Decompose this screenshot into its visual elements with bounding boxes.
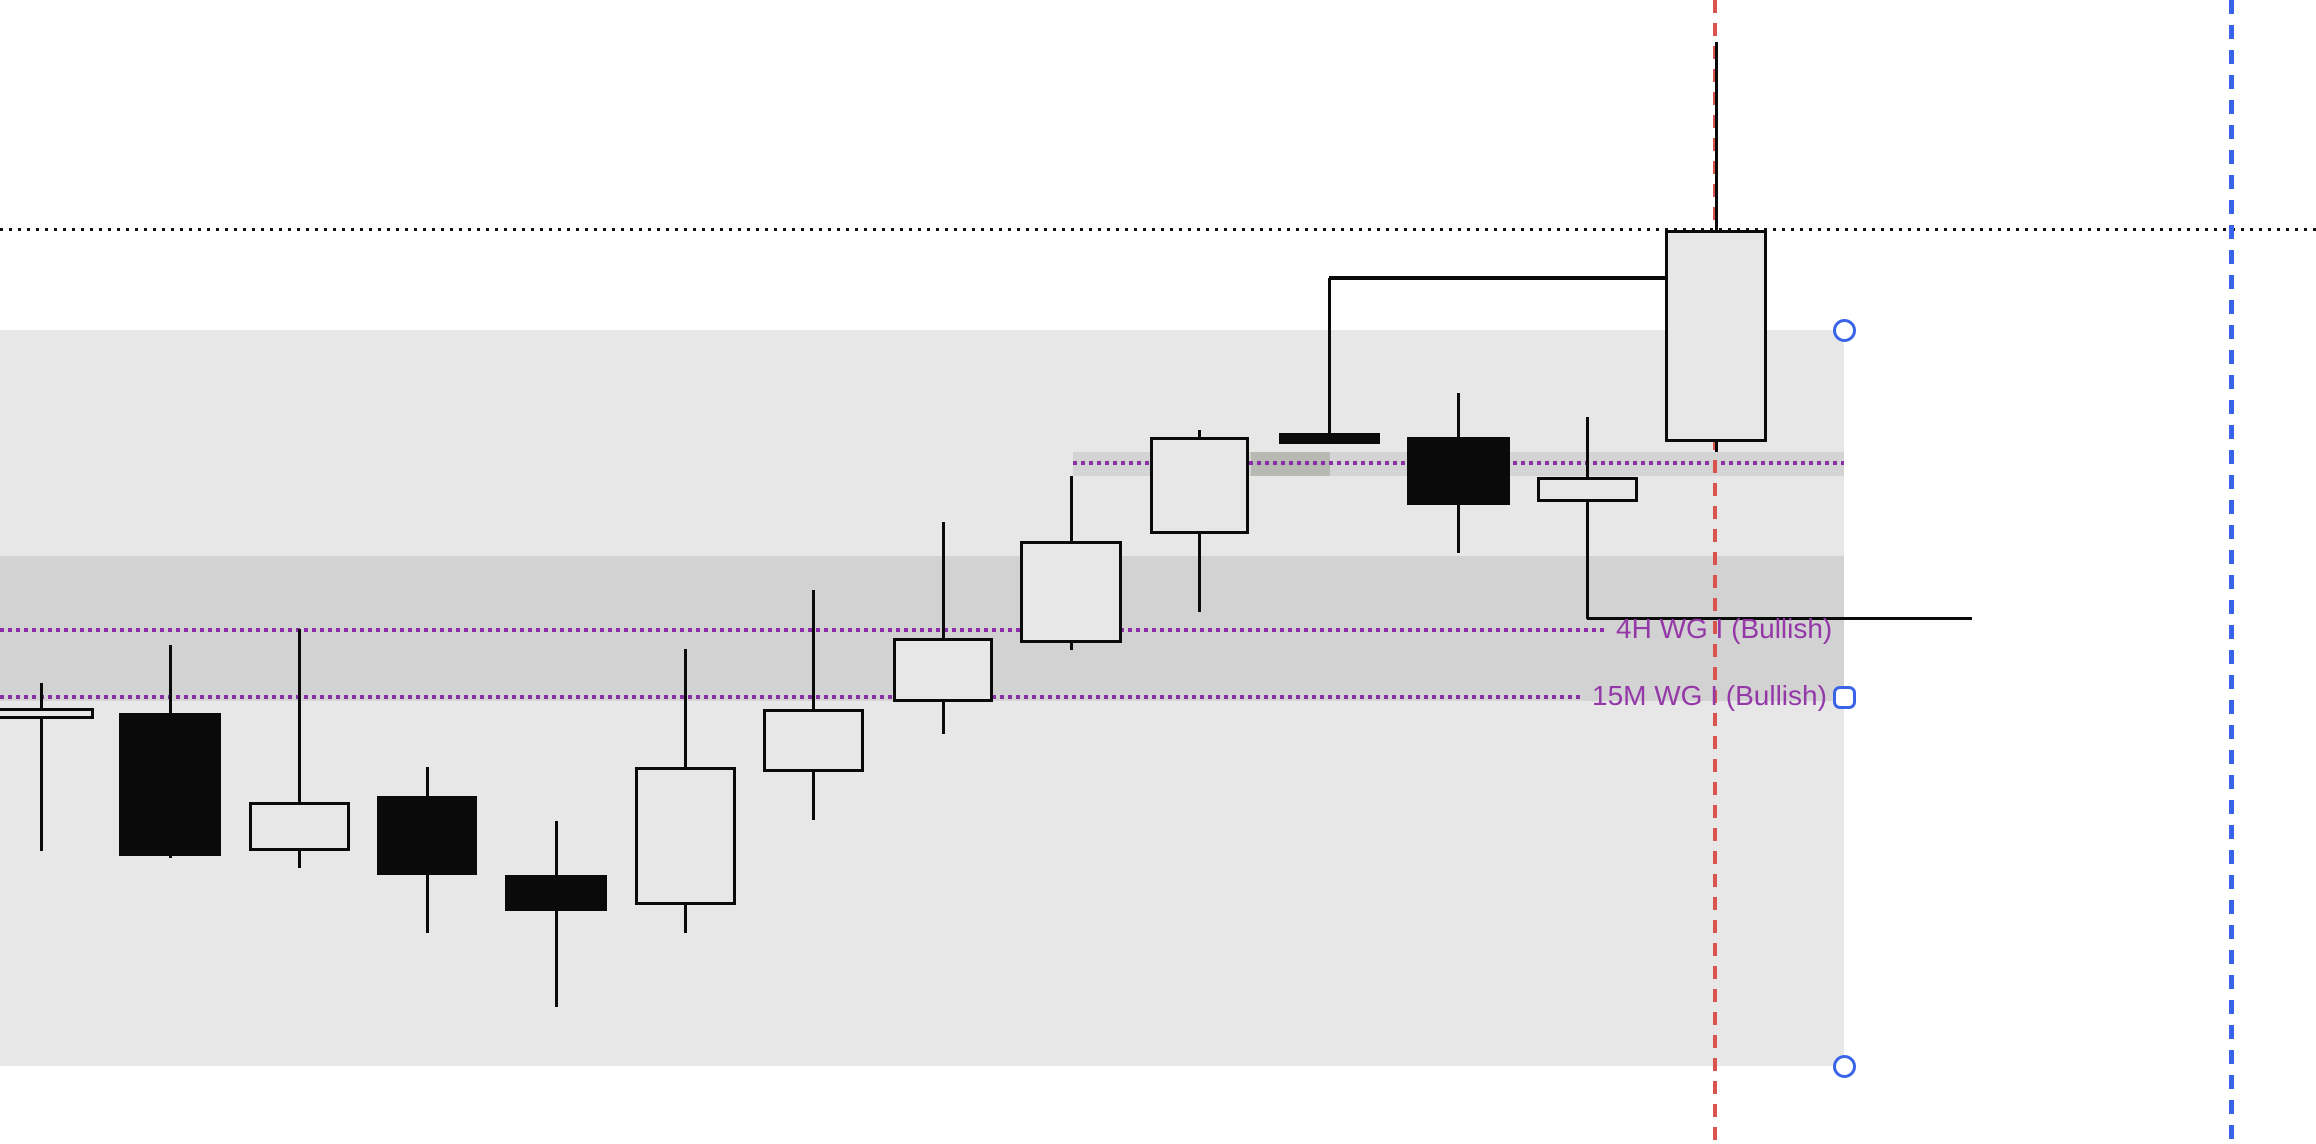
candle-12-body [1406, 437, 1510, 505]
level-line-3[interactable] [0, 695, 1584, 699]
candle-5-body [505, 875, 607, 911]
candle-14-body [1665, 230, 1767, 442]
level-line-0[interactable] [0, 227, 2316, 231]
swing-high-ray[interactable] [1329, 276, 1665, 280]
candle-3-body [248, 802, 350, 851]
rect-handle-top-right[interactable] [1832, 318, 1856, 342]
candle-8-body [893, 638, 993, 702]
swing-low-ray[interactable] [1587, 616, 1972, 620]
candle-7-wick [811, 590, 815, 820]
candle-1-wick [39, 683, 43, 851]
rect-handle-mid-right[interactable] [1832, 685, 1856, 709]
candle-13-wick [1585, 417, 1589, 619]
candle-5-wick [554, 821, 558, 1007]
candle-11-wick [1327, 278, 1331, 444]
candle-8-wick [941, 522, 945, 734]
rect-handle-bottom-right[interactable] [1832, 1054, 1856, 1078]
candle-13-body [1536, 477, 1638, 502]
red-dashed-vline[interactable] [1713, 0, 1717, 1144]
candle-9-body [1020, 541, 1122, 643]
candle-10-body [1149, 437, 1249, 534]
candle-2-body [119, 713, 221, 856]
candle-3-wick [297, 629, 301, 868]
level-line-2[interactable] [0, 628, 1605, 632]
candle-11-body [1278, 433, 1380, 444]
candle-6-body [634, 767, 736, 905]
candle-4-body [377, 796, 477, 875]
fvg-4h-label: 4H WG I (Bullish) [1616, 613, 1833, 644]
blue-dashed-vline[interactable] [2228, 0, 2234, 1144]
candle-1-body [0, 708, 94, 719]
candle-7-body [762, 709, 864, 772]
fvg-15m-label: 15M WG I (Bullish) [1592, 680, 1827, 711]
